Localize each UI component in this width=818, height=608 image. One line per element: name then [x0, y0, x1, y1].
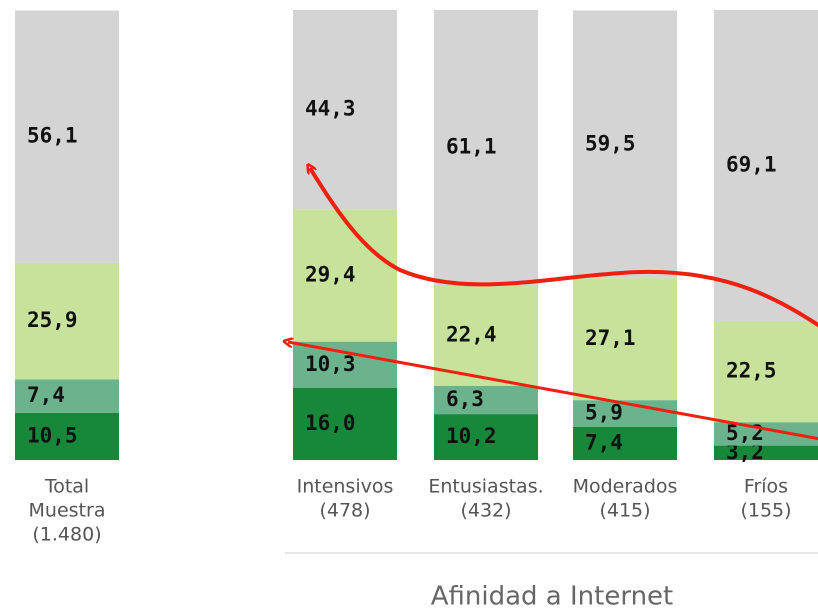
x-tick-label: (478): [319, 500, 370, 522]
bar-segment: [434, 385, 538, 415]
bar-segment: [293, 341, 397, 388]
bar-segment: [434, 10, 538, 285]
x-tick-label: (1.480): [32, 524, 101, 546]
x-tick-label: Fríos: [744, 476, 788, 498]
data-label: 29,4: [305, 263, 356, 287]
data-label: 6,3: [446, 387, 484, 411]
bar-segment: [714, 422, 818, 446]
data-label: 69,1: [726, 152, 777, 176]
bar-segment: [15, 10, 119, 263]
data-label: 10,2: [446, 424, 497, 448]
data-label: 7,4: [27, 383, 65, 407]
x-tick-label: (415): [599, 500, 650, 522]
data-label: 59,5: [585, 131, 636, 155]
data-label: 25,9: [27, 308, 78, 332]
data-label: 22,5: [726, 359, 777, 383]
bar-segment: [293, 388, 397, 460]
data-label: 10,3: [305, 352, 356, 376]
data-label: 61,1: [446, 134, 497, 158]
x-tick-label: Muestra: [29, 500, 106, 522]
trend-arrow: [310, 168, 818, 328]
data-label: 22,4: [446, 322, 497, 346]
data-label: 44,3: [305, 97, 356, 121]
data-label: 10,5: [27, 423, 78, 447]
bar-segment: [293, 10, 397, 210]
x-tick-label: Total: [44, 476, 89, 498]
data-label: 7,4: [585, 430, 623, 454]
bar-segment: [15, 262, 119, 380]
bar-segment: [434, 284, 538, 386]
data-label: 27,1: [585, 326, 636, 350]
trend-arrow: [288, 342, 818, 441]
bar-segment: [293, 209, 397, 342]
bars: 10,5 7,4 25,9 56,1 16,0 10,3 29,4 44,3 10,2 6,3 22…: [15, 10, 818, 464]
bar-segment: [15, 412, 119, 460]
bar-segment: [573, 278, 677, 401]
x-tick-label: Moderados: [573, 476, 678, 498]
bar-segment: [573, 10, 677, 279]
x-tick-label: (155): [740, 500, 791, 522]
data-label: 56,1: [27, 124, 78, 148]
bar-segment: [714, 320, 818, 423]
data-label: 16,0: [305, 411, 356, 435]
bar-segment: [714, 10, 818, 321]
x-tick-label: (432): [460, 500, 511, 522]
x-tick-label: Intensivos: [297, 476, 394, 498]
x-axis-title: Afinidad a Internet: [431, 582, 674, 608]
bar-segment: [434, 414, 538, 460]
bar-segment: [714, 445, 818, 460]
bar-segment: [573, 426, 677, 460]
data-label: 5,9: [585, 400, 623, 424]
x-tick-label: Entusiastas.: [428, 476, 543, 498]
bar-segment: [15, 379, 119, 413]
